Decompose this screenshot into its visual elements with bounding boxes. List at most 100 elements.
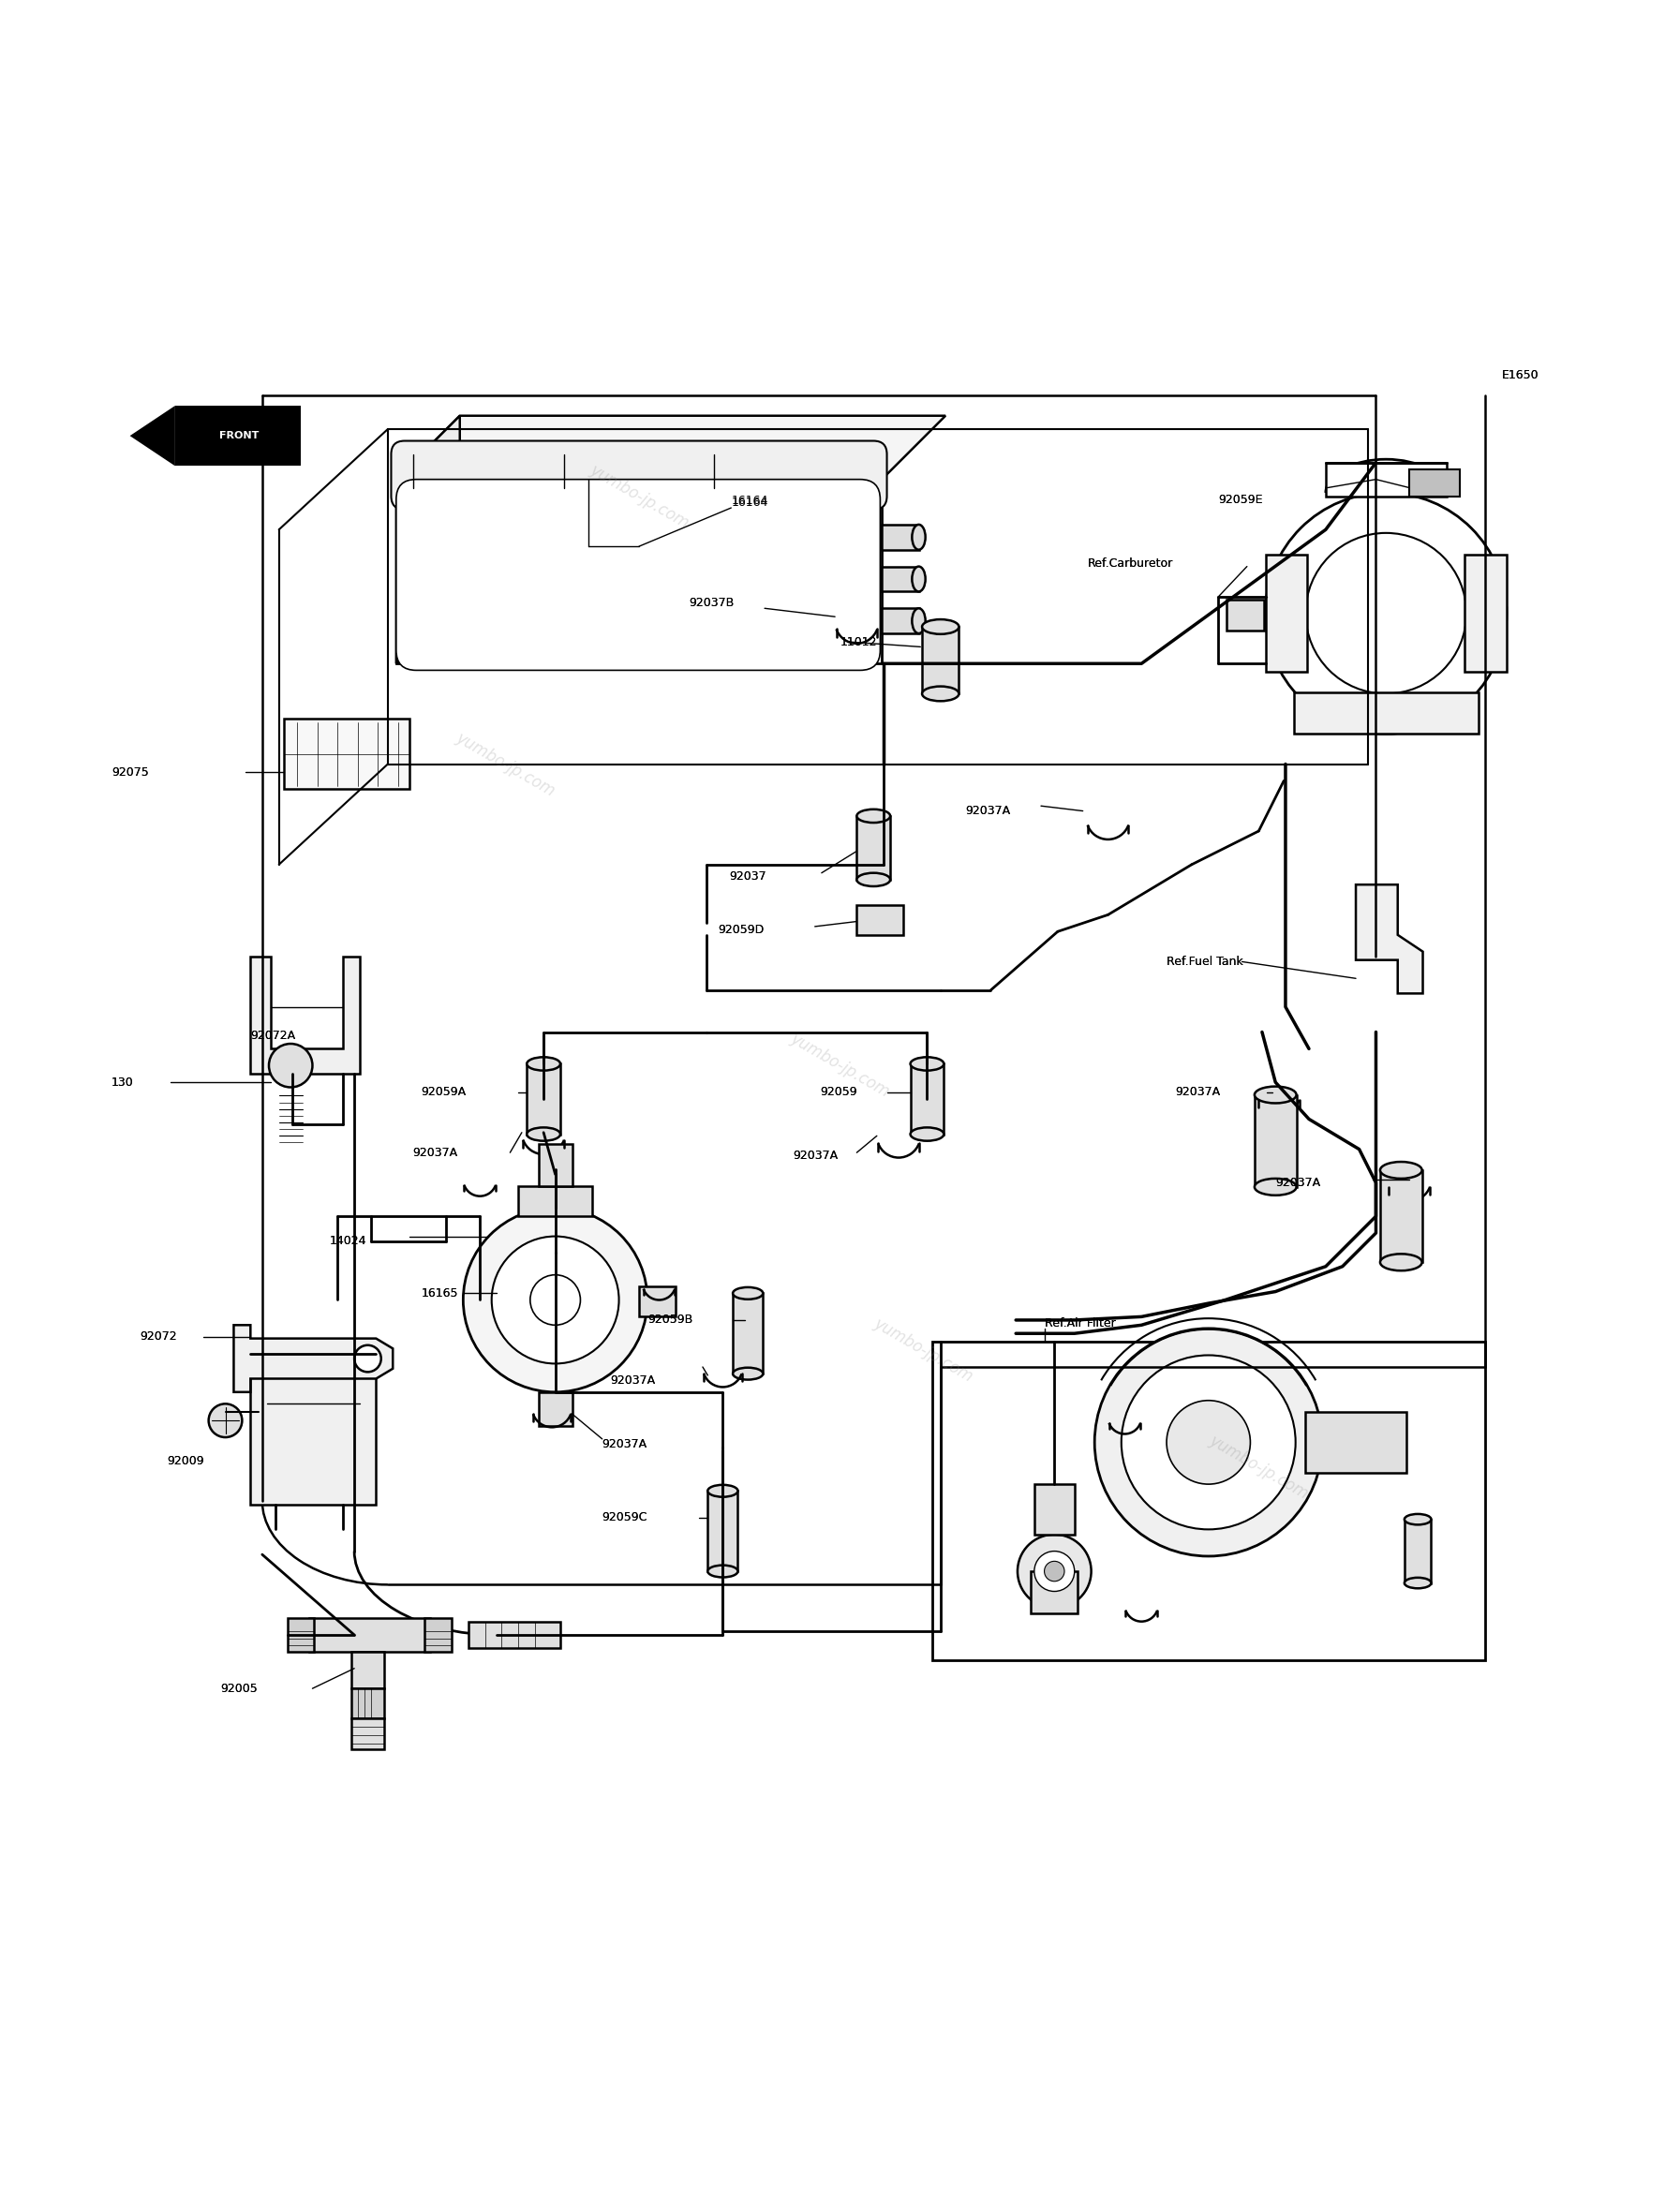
FancyBboxPatch shape xyxy=(391,442,887,510)
Ellipse shape xyxy=(857,873,890,886)
Ellipse shape xyxy=(857,809,890,822)
Polygon shape xyxy=(396,415,460,664)
Text: 14024: 14024 xyxy=(329,1235,366,1248)
Text: 92009: 92009 xyxy=(166,1455,203,1466)
Text: 92059C: 92059C xyxy=(601,1512,647,1523)
Bar xyxy=(469,1622,561,1648)
Ellipse shape xyxy=(732,1288,763,1299)
Bar xyxy=(1404,1519,1431,1583)
Bar xyxy=(351,1719,385,1750)
Bar xyxy=(857,815,890,879)
Text: 16164: 16164 xyxy=(731,495,768,508)
Circle shape xyxy=(464,1209,647,1391)
Bar xyxy=(539,1145,571,1187)
Polygon shape xyxy=(1356,884,1423,993)
Ellipse shape xyxy=(1381,1253,1421,1270)
Text: yumbo-jp.com: yumbo-jp.com xyxy=(586,462,692,532)
Text: 92037A: 92037A xyxy=(1174,1086,1220,1099)
Ellipse shape xyxy=(912,525,926,550)
Ellipse shape xyxy=(707,1565,738,1578)
Circle shape xyxy=(1305,532,1467,695)
Text: 130: 130 xyxy=(111,1077,134,1088)
Polygon shape xyxy=(129,407,175,466)
Text: 92037A: 92037A xyxy=(610,1374,655,1387)
Circle shape xyxy=(269,1044,312,1088)
Ellipse shape xyxy=(1381,1163,1421,1178)
Text: 92059B: 92059B xyxy=(647,1314,692,1325)
Text: 92037A: 92037A xyxy=(966,804,1011,818)
Ellipse shape xyxy=(912,567,926,591)
Bar xyxy=(351,1651,385,1688)
Text: 92059A: 92059A xyxy=(422,1086,467,1099)
Text: 92037A: 92037A xyxy=(610,1374,655,1387)
Text: 92037B: 92037B xyxy=(689,598,734,609)
Ellipse shape xyxy=(912,609,926,633)
Bar xyxy=(309,1618,430,1651)
Polygon shape xyxy=(234,1325,393,1391)
Text: 92075: 92075 xyxy=(111,767,150,778)
Text: 92037A: 92037A xyxy=(1174,1086,1220,1099)
Text: 92059D: 92059D xyxy=(717,923,764,936)
Text: 92009: 92009 xyxy=(166,1455,203,1466)
Bar xyxy=(1265,554,1307,673)
Text: 92037A: 92037A xyxy=(413,1147,459,1158)
Bar xyxy=(287,1618,314,1651)
Bar xyxy=(1294,692,1478,734)
Text: 92059: 92059 xyxy=(820,1086,857,1099)
Ellipse shape xyxy=(1404,1578,1431,1589)
Ellipse shape xyxy=(922,620,959,633)
Text: 92059A: 92059A xyxy=(422,1086,467,1099)
Circle shape xyxy=(1018,1534,1092,1609)
Circle shape xyxy=(1166,1400,1250,1484)
Ellipse shape xyxy=(707,1486,738,1497)
Circle shape xyxy=(492,1235,618,1363)
Circle shape xyxy=(1265,492,1507,734)
Ellipse shape xyxy=(1255,1178,1297,1196)
Text: Ref.Carburetor: Ref.Carburetor xyxy=(1089,556,1173,569)
Polygon shape xyxy=(396,415,946,479)
Bar xyxy=(1465,554,1507,673)
Bar xyxy=(1326,462,1446,497)
Ellipse shape xyxy=(528,1057,561,1070)
Bar xyxy=(932,1341,1485,1659)
Text: 92037A: 92037A xyxy=(1275,1176,1320,1189)
Bar xyxy=(1305,1411,1406,1473)
Ellipse shape xyxy=(732,1367,763,1380)
Ellipse shape xyxy=(1404,1514,1431,1525)
Text: yumbo-jp.com: yumbo-jp.com xyxy=(1206,1433,1312,1503)
Ellipse shape xyxy=(911,1057,944,1070)
Circle shape xyxy=(208,1405,242,1437)
Bar xyxy=(732,1292,763,1374)
Text: 92005: 92005 xyxy=(220,1681,257,1695)
Circle shape xyxy=(1035,1552,1075,1591)
Ellipse shape xyxy=(528,1128,561,1141)
Text: 92037A: 92037A xyxy=(413,1147,459,1158)
Text: 92037: 92037 xyxy=(729,870,766,881)
Text: FRONT: FRONT xyxy=(218,431,259,440)
Text: yumbo-jp.com: yumbo-jp.com xyxy=(452,730,558,800)
Bar xyxy=(1381,1169,1421,1262)
Circle shape xyxy=(531,1275,580,1325)
Circle shape xyxy=(1045,1561,1065,1580)
Bar xyxy=(911,1064,944,1134)
Text: 92037A: 92037A xyxy=(966,804,1011,818)
Text: 92037A: 92037A xyxy=(1275,1176,1320,1189)
Bar xyxy=(528,1064,561,1134)
Ellipse shape xyxy=(911,1128,944,1141)
Bar xyxy=(1226,600,1263,631)
Text: 14024: 14024 xyxy=(329,1235,366,1248)
Text: 92037B: 92037B xyxy=(689,598,734,609)
Text: 92037A: 92037A xyxy=(793,1150,838,1163)
Bar xyxy=(1410,470,1460,497)
Text: 92005: 92005 xyxy=(220,1681,257,1695)
Bar xyxy=(250,1354,376,1503)
Text: 92075: 92075 xyxy=(111,767,150,778)
Text: E1650: E1650 xyxy=(1502,369,1539,382)
Text: 92059B: 92059B xyxy=(647,1314,692,1325)
Text: E1650: E1650 xyxy=(1502,369,1539,382)
Text: yumbo-jp.com: yumbo-jp.com xyxy=(788,1031,892,1101)
Polygon shape xyxy=(250,956,360,1075)
Text: Ref.Fuel Tank: Ref.Fuel Tank xyxy=(1166,956,1243,967)
Text: 92037A: 92037A xyxy=(793,1150,838,1163)
Bar xyxy=(707,1490,738,1572)
